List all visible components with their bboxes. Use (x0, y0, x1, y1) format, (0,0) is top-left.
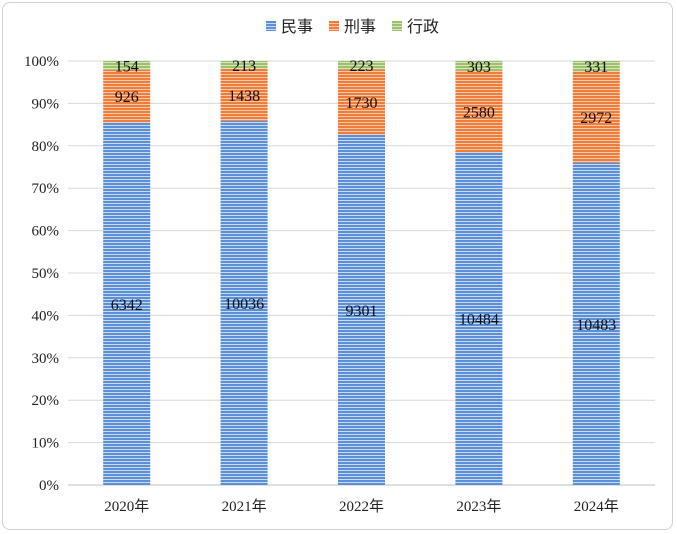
bar-segment-刑事 (455, 70, 503, 153)
bar-segment-行政 (572, 61, 620, 72)
y-tick-label: 10% (32, 436, 60, 452)
y-tick-label: 20% (32, 393, 60, 409)
legend-label: 民事 (281, 17, 313, 36)
y-tick-label: 80% (32, 139, 60, 155)
x-tick-label: 2024年 (574, 498, 619, 515)
bar-segment-行政 (338, 61, 385, 70)
bar-segment-民事 (220, 120, 268, 485)
bar-segment-刑事 (103, 69, 151, 123)
data-label: 10483 (576, 317, 616, 334)
data-label: 154 (115, 58, 139, 75)
y-tick-label: 70% (32, 181, 60, 197)
bar-segment-民事 (338, 134, 385, 485)
x-tick-label: 2021年 (222, 498, 267, 515)
bar-segment-行政 (455, 61, 503, 71)
data-label: 303 (467, 59, 491, 76)
data-label: 6342 (111, 297, 143, 314)
x-tick-label: 2023年 (456, 498, 501, 515)
x-tick-label: 2022年 (339, 498, 384, 515)
data-label: 331 (584, 59, 608, 76)
bar-segment-行政 (220, 61, 268, 69)
data-label: 1730 (346, 95, 378, 112)
data-label: 2580 (463, 105, 495, 122)
x-tick-label: 2020年 (104, 498, 149, 515)
data-label: 926 (115, 89, 139, 106)
legend-swatch (266, 21, 276, 31)
y-tick-label: 30% (32, 351, 60, 367)
data-label: 9301 (346, 303, 378, 320)
bar-segment-民事 (572, 162, 620, 485)
bar-segment-行政 (103, 61, 151, 70)
y-tick-label: 40% (32, 308, 60, 324)
y-tick-label: 50% (32, 266, 60, 282)
y-tick-label: 60% (32, 224, 60, 240)
data-label: 10484 (459, 312, 499, 329)
data-label: 2972 (580, 110, 612, 127)
legend-swatch (392, 21, 402, 31)
bar-segment-民事 (103, 122, 151, 485)
bar-segment-刑事 (220, 68, 268, 121)
data-label: 223 (350, 58, 374, 75)
bar-segment-刑事 (338, 69, 385, 135)
legend-swatch (329, 21, 339, 31)
data-label: 10036 (224, 296, 264, 313)
bar-segment-民事 (455, 152, 503, 485)
data-label: 1438 (228, 88, 260, 105)
y-tick-label: 90% (32, 96, 60, 112)
legend-label: 刑事 (344, 17, 376, 36)
y-tick-label: 100% (24, 54, 59, 70)
y-tick-label: 0% (39, 478, 59, 494)
bar-segment-刑事 (572, 71, 620, 163)
data-label: 213 (232, 58, 256, 75)
legend-label: 行政 (407, 17, 439, 36)
